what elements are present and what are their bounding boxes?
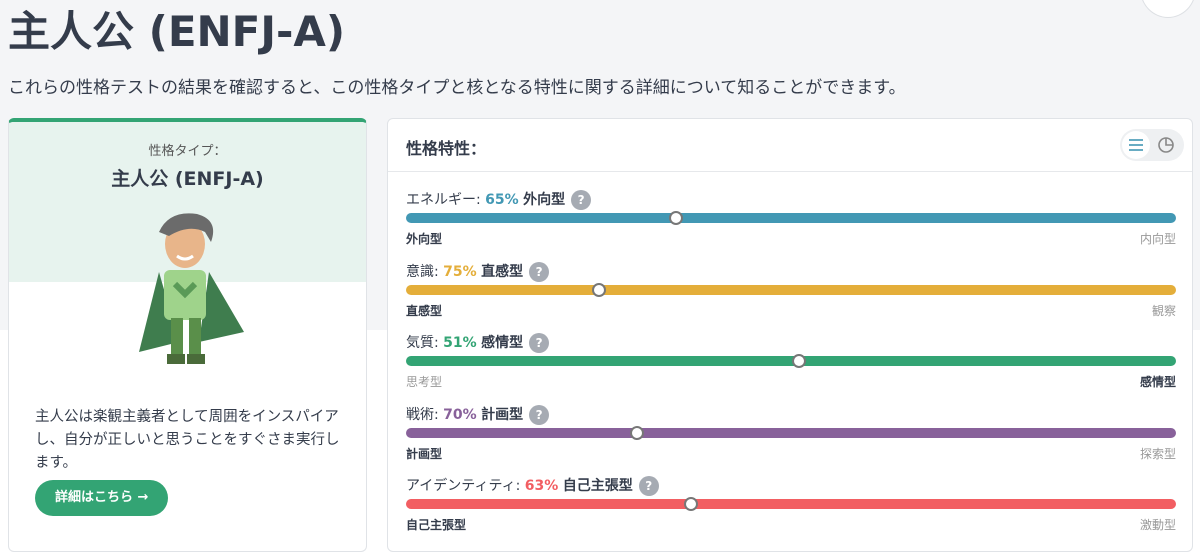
- left-label: 外向型: [406, 232, 443, 246]
- trait-percent: 51%: [443, 335, 477, 351]
- trait-type: 自己主張型: [562, 478, 633, 494]
- trait-row: 意識: 75% 直感型? 直感型 観察: [406, 261, 1176, 322]
- trait-type: 計画型: [481, 406, 524, 423]
- trait-row: 戦術: 70% 計画型? 計画型 探索型: [406, 404, 1176, 465]
- trait-knob: [630, 425, 644, 440]
- trait-row: 気質: 51% 感情型? 思考型 感情型: [406, 333, 1176, 393]
- type-card: 性格タイプ： 主人公 (ENFJ-A) 主人公は楽観主義者として周囲をインスパイ…: [8, 118, 367, 552]
- help-icon[interactable]: ?: [529, 261, 550, 282]
- trait-percent: 65%: [485, 192, 519, 208]
- trait-name: 気質:: [406, 335, 439, 351]
- right-label: 観察: [1151, 303, 1176, 318]
- trait-heading: 気質: 51% 感情型?: [406, 333, 550, 353]
- trait-row: アイデンティティ: 63% 自己主張型? 自己主張型 激動型: [406, 476, 1176, 536]
- trait-heading: 意識: 75% 直感型?: [406, 261, 550, 282]
- trait-name: 意識:: [406, 263, 439, 280]
- trait-row: エネルギー: 65% 外向型? 外向型 内向型: [406, 190, 1176, 250]
- trait-percent: 63%: [524, 478, 559, 494]
- panel-title: 性格特性：: [406, 139, 487, 158]
- page-description: これらの性格テストの結果を確認すると、この性格タイプと核となる特性に関する詳細に…: [8, 78, 906, 98]
- trait-name: エネルギー:: [406, 192, 481, 208]
- left-label: 直感型: [406, 303, 443, 318]
- trait-name: 戦術:: [406, 406, 439, 423]
- trait-bar: [406, 427, 1176, 438]
- toggle-icons: [1122, 131, 1174, 159]
- left-label: 計画型: [406, 446, 443, 461]
- left-label: 思考型: [406, 375, 443, 389]
- left-label: 自己主張型: [406, 518, 467, 532]
- type-label: 性格タイプ：: [148, 144, 227, 159]
- view-toggle[interactable]: [1120, 129, 1184, 161]
- trait-bar: [406, 356, 1176, 366]
- type-name: 主人公 (ENFJ-A): [111, 168, 264, 190]
- page-title: 主人公 (ENFJ-A): [8, 7, 346, 56]
- help-icon[interactable]: ?: [529, 404, 550, 425]
- trait-type: 感情型: [481, 335, 524, 351]
- trait-knob: [683, 497, 698, 511]
- right-label: 感情型: [1139, 375, 1176, 389]
- help-icon[interactable]: ?: [638, 476, 659, 496]
- trait-percent: 75%: [443, 263, 477, 280]
- trait-knob: [668, 211, 683, 225]
- trait-bar: [406, 499, 1176, 509]
- trait-percent: 70%: [443, 406, 477, 423]
- right-label: 探索型: [1139, 446, 1176, 461]
- more-button[interactable]: 詳細はこちら →: [35, 480, 169, 516]
- help-icon[interactable]: ?: [529, 333, 550, 353]
- trait-bar: [406, 213, 1176, 223]
- divider: [388, 171, 1192, 172]
- type-description: 主人公は楽観主義者として周囲をインスパイアし、自分が正しいと思うことをすぐさま実…: [35, 409, 340, 471]
- corner-button[interactable]: [1140, 0, 1196, 18]
- trait-type: 外向型: [523, 192, 566, 208]
- trait-type: 直感型: [481, 263, 524, 280]
- trait-knob: [791, 354, 806, 368]
- trait-bar: [406, 284, 1176, 295]
- trait-heading: エネルギー: 65% 外向型?: [406, 190, 592, 210]
- right-label: 激動型: [1139, 518, 1176, 532]
- help-icon[interactable]: ?: [571, 190, 592, 210]
- trait-heading: アイデンティティ: 63% 自己主張型?: [406, 476, 659, 496]
- illustration: [139, 213, 244, 364]
- trait-heading: 戦術: 70% 計画型?: [406, 404, 550, 425]
- trait-name: アイデンティティ:: [406, 478, 521, 494]
- right-label: 内向型: [1139, 232, 1176, 246]
- trait-knob: [591, 282, 606, 297]
- traits-panel: 性格特性： エネルギー: 65% 外向型? 外向型 内向型 意識: 75% 直感型? 直…: [387, 118, 1193, 552]
